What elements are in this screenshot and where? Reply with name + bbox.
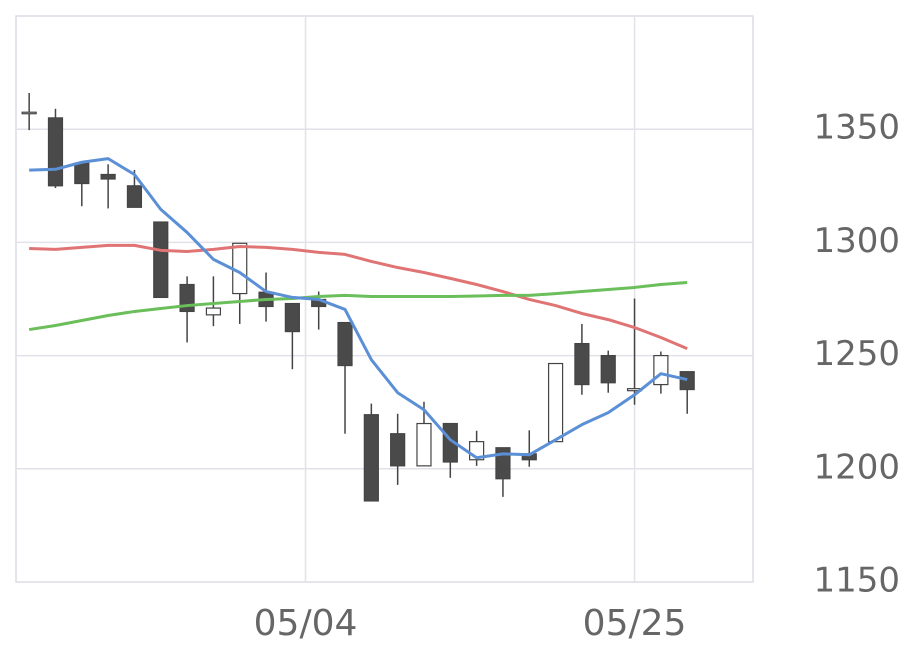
candle-body <box>600 355 616 384</box>
candle-body <box>47 117 64 187</box>
plot-frame <box>15 15 754 583</box>
candle-body <box>284 302 300 333</box>
y-tick-label: 1200 <box>813 447 900 487</box>
candle-body <box>205 307 222 316</box>
candle-body <box>126 185 143 208</box>
y-tick-label: 1350 <box>813 108 900 148</box>
candle-body <box>653 355 669 386</box>
x-tick-label: 05/04 <box>254 603 358 644</box>
candle-body <box>390 433 406 467</box>
moving-average-line <box>28 280 688 332</box>
y-tick-label: 1250 <box>813 334 900 374</box>
candle-body <box>153 221 169 299</box>
candle-body <box>416 422 432 467</box>
candle-body <box>100 173 116 180</box>
candle-body <box>21 111 37 115</box>
y-tick-label: 1150 <box>813 561 900 601</box>
moving-average-line <box>29 243 688 350</box>
candle-body <box>679 371 695 391</box>
candle-body <box>337 321 353 367</box>
moving-average-line <box>29 157 688 460</box>
candle-body <box>363 414 379 502</box>
candle-body <box>74 162 90 185</box>
y-tick-label: 1300 <box>813 221 900 261</box>
x-tick-label: 05/25 <box>583 603 687 644</box>
candle-body <box>547 362 564 443</box>
candle-body <box>574 343 590 386</box>
